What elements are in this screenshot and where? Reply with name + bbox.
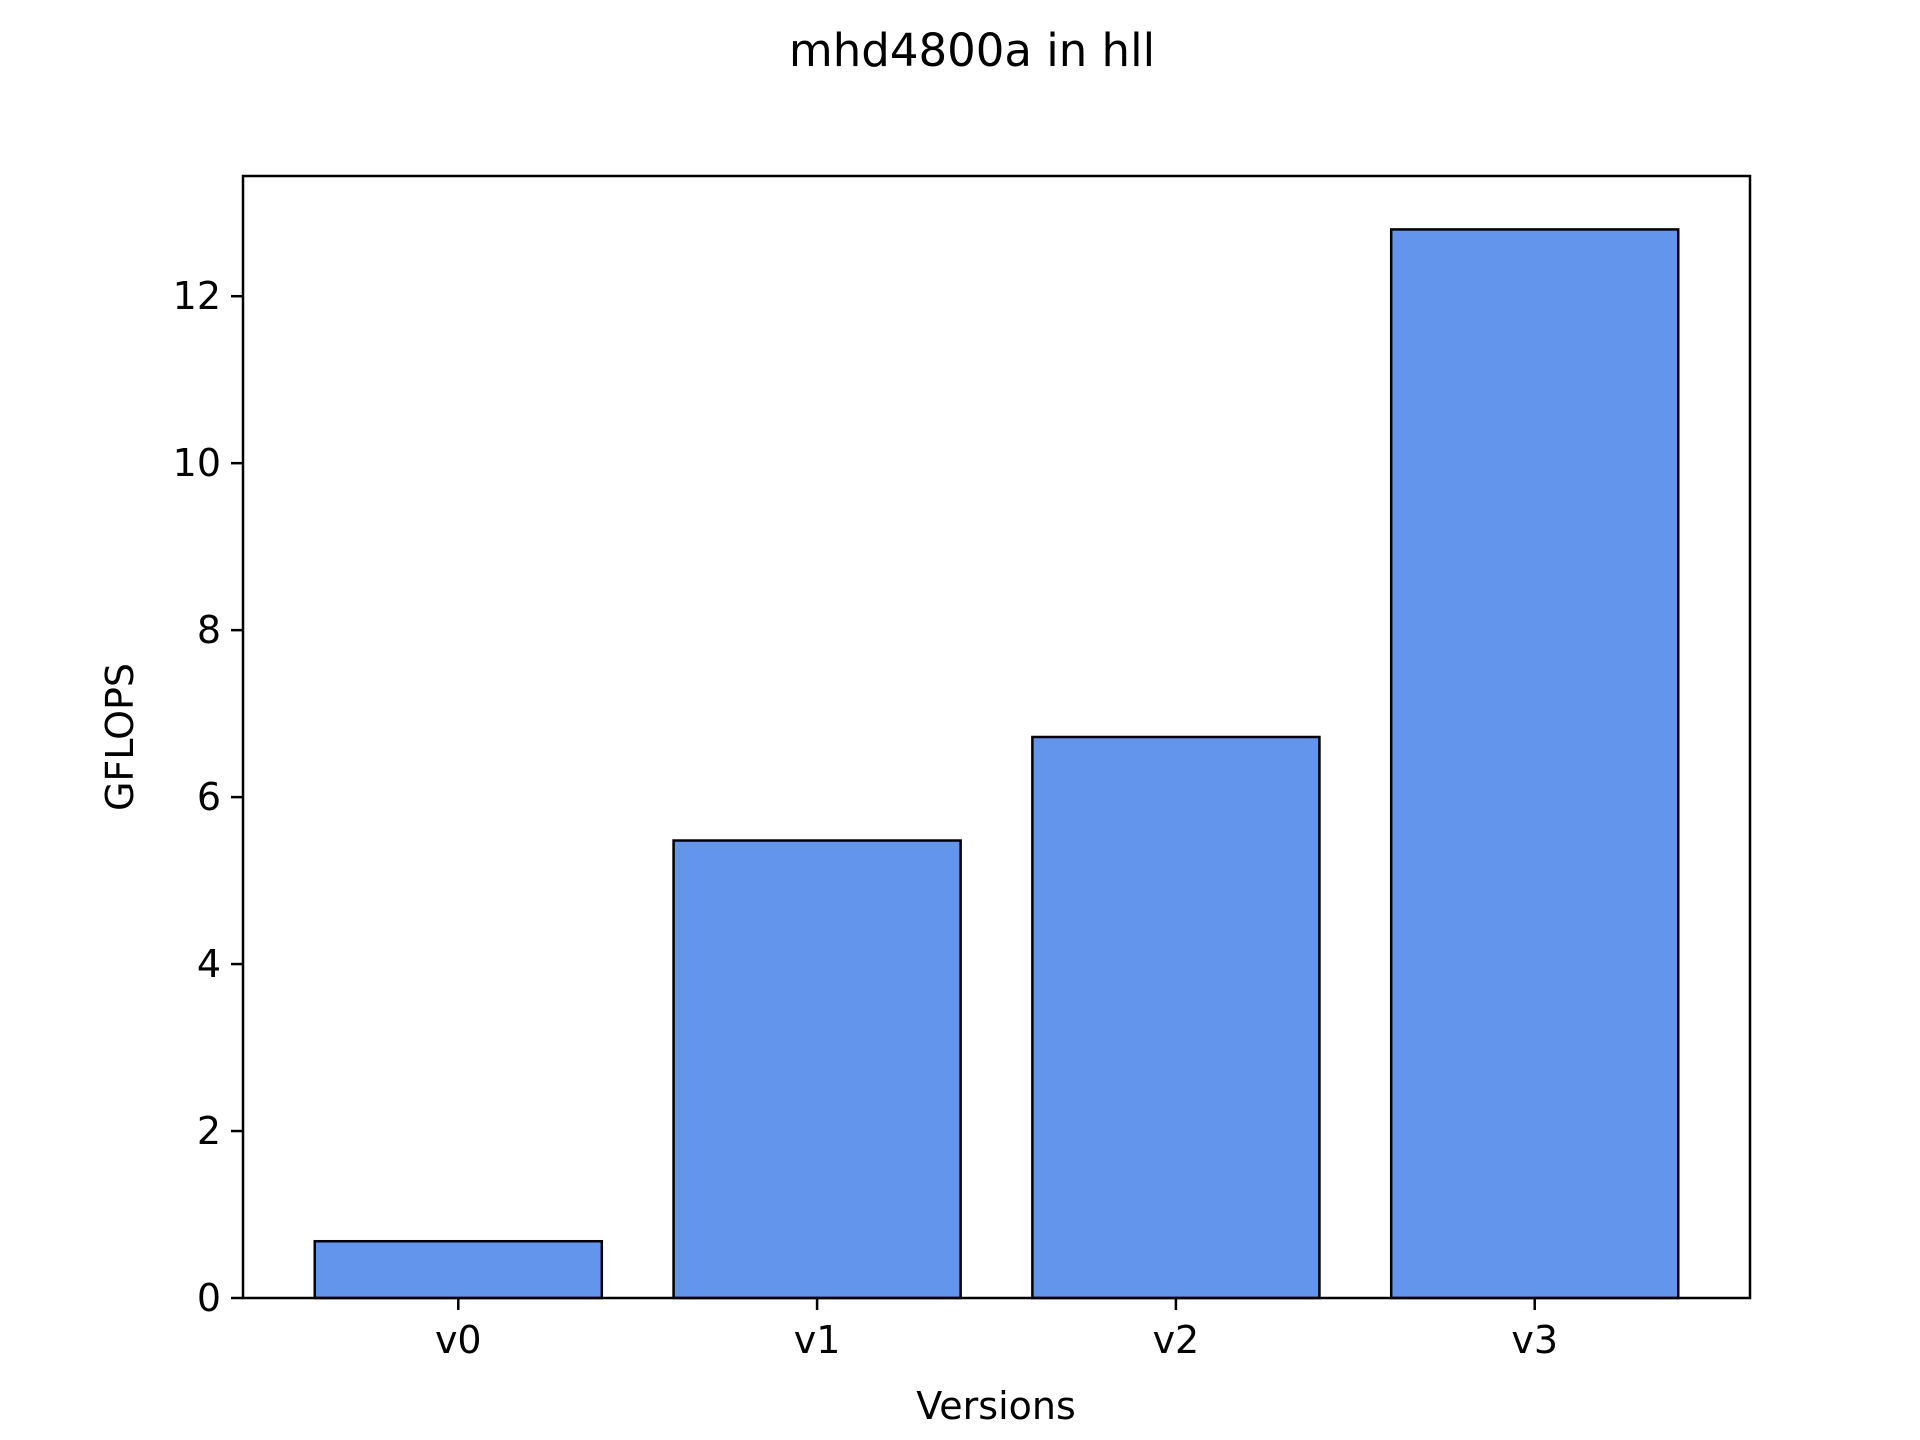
chart-title: mhd4800a in hll: [789, 24, 1155, 77]
x-tick-label-v3: v3: [1511, 1318, 1558, 1362]
x-axis: v0 v1 v2 v3: [435, 1298, 1558, 1362]
y-tick-label-12: 12: [173, 274, 221, 318]
bar-v0: [313, 1239, 604, 1300]
y-tick-label-4: 4: [197, 942, 221, 986]
x-axis-title: Versions: [916, 1384, 1076, 1428]
x-tick-label-v0: v0: [435, 1318, 482, 1362]
x-tick-label-v2: v2: [1153, 1318, 1200, 1362]
y-tick-label-8: 8: [197, 608, 221, 652]
bar-v2: [1031, 735, 1321, 1300]
y-tick-label-6: 6: [197, 775, 221, 819]
bar-v3: [1389, 228, 1680, 1300]
y-axis-title: GFLOPS: [98, 663, 142, 811]
x-tick-label-v1: v1: [794, 1318, 841, 1362]
y-tick-label-2: 2: [197, 1109, 221, 1153]
plot-frame: [241, 174, 1752, 1300]
bars-layer: [313, 228, 1680, 1300]
y-tick-label-10: 10: [173, 441, 221, 485]
bar-v1: [672, 839, 962, 1300]
y-tick-label-0: 0: [197, 1276, 221, 1320]
y-axis: 0 2 4 6 8 10 12: [173, 274, 243, 1320]
